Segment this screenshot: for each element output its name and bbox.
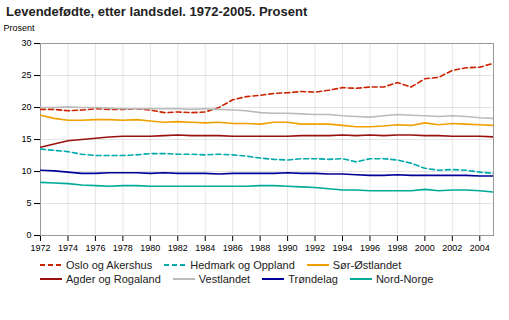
svg-text:1976: 1976 <box>85 243 105 253</box>
html-text:Oslo og Akershus: Oslo og Akershus <box>66 259 153 271</box>
svg-text:30: 30 <box>21 38 31 48</box>
svg-text:1974: 1974 <box>58 243 78 253</box>
svg-text:1996: 1996 <box>360 243 380 253</box>
svg-text:15: 15 <box>21 134 31 144</box>
svg-text:1978: 1978 <box>113 243 133 253</box>
svg-text:0: 0 <box>26 230 31 240</box>
svg-text:2002: 2002 <box>442 243 462 253</box>
svg-text:1984: 1984 <box>195 243 215 253</box>
svg-text:1972: 1972 <box>30 243 50 253</box>
svg-text:2000: 2000 <box>415 243 435 253</box>
svg-text:1982: 1982 <box>168 243 188 253</box>
svg-text:1980: 1980 <box>140 243 160 253</box>
svg-text:25: 25 <box>21 70 31 80</box>
svg-text:Prosent: Prosent <box>4 23 36 33</box>
html-text:Trøndelag: Trøndelag <box>288 273 338 285</box>
html-text:Hedmark og Oppland: Hedmark og Oppland <box>190 259 295 271</box>
svg-text:1992: 1992 <box>305 243 325 253</box>
svg-text:1998: 1998 <box>387 243 407 253</box>
svg-text:5: 5 <box>26 198 31 208</box>
svg-text:1994: 1994 <box>332 243 352 253</box>
html-text:Agder og Rogaland: Agder og Rogaland <box>66 273 161 285</box>
svg-text:10: 10 <box>21 166 31 176</box>
svg-text:1988: 1988 <box>250 243 270 253</box>
svg-text:2004: 2004 <box>470 243 490 253</box>
svg-text:1986: 1986 <box>223 243 243 253</box>
svg-text:1990: 1990 <box>278 243 298 253</box>
svg-text:20: 20 <box>21 102 31 112</box>
html-text:Levendefødte, etter landsdel.: Levendefødte, etter landsdel. 1972-2005.… <box>6 4 308 19</box>
html-text:Nord-Norge: Nord-Norge <box>375 273 434 285</box>
html-text:Vestlandet: Vestlandet <box>198 273 251 285</box>
html-text:Sør-Østlandet: Sør-Østlandet <box>332 259 402 271</box>
